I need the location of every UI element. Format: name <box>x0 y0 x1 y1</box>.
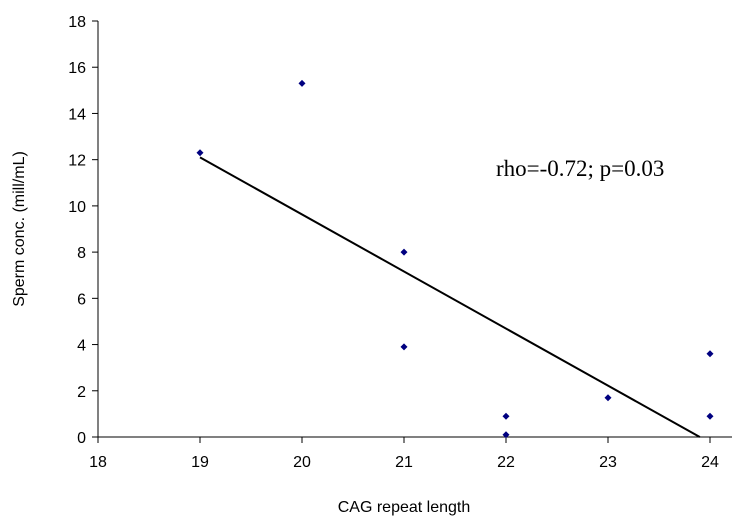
y-ticks: 0 2 4 6 8 10 12 14 16 18 <box>68 14 98 447</box>
x-tick-label: 24 <box>701 454 719 471</box>
x-tick-label: 18 <box>89 454 107 471</box>
data-point <box>706 412 714 420</box>
data-point <box>604 394 612 402</box>
y-tick-label: 0 <box>77 430 86 447</box>
data-point <box>706 350 714 358</box>
data-point <box>502 412 510 420</box>
y-tick-label: 2 <box>77 384 86 401</box>
y-tick-label: 8 <box>77 245 86 262</box>
trendline <box>199 156 701 438</box>
y-tick-label: 14 <box>68 106 86 123</box>
x-axis-title: CAG repeat length <box>338 499 471 516</box>
y-tick-label: 10 <box>68 199 86 216</box>
y-axis-title: Sperm conc. (mill/mL) <box>11 151 28 307</box>
correlation-annotation: rho=-0.72; p=0.03 <box>496 156 664 181</box>
data-point <box>298 79 306 87</box>
data-point <box>400 343 408 351</box>
x-ticks: 18 19 20 21 22 23 24 <box>89 437 719 471</box>
data-points <box>196 79 714 439</box>
y-tick-label: 16 <box>68 60 86 77</box>
x-tick-label: 19 <box>191 454 209 471</box>
trendline-group <box>199 156 701 438</box>
x-tick-label: 21 <box>395 454 413 471</box>
y-tick-label: 4 <box>77 338 86 355</box>
data-point <box>502 431 510 439</box>
data-point <box>400 248 408 256</box>
y-tick-label: 6 <box>77 291 86 308</box>
y-tick-label: 18 <box>68 14 86 31</box>
x-tick-label: 23 <box>599 454 617 471</box>
data-point <box>196 149 204 157</box>
axes <box>97 21 732 438</box>
y-tick-label: 12 <box>68 153 86 170</box>
x-tick-label: 22 <box>497 454 515 471</box>
x-tick-label: 20 <box>293 454 311 471</box>
